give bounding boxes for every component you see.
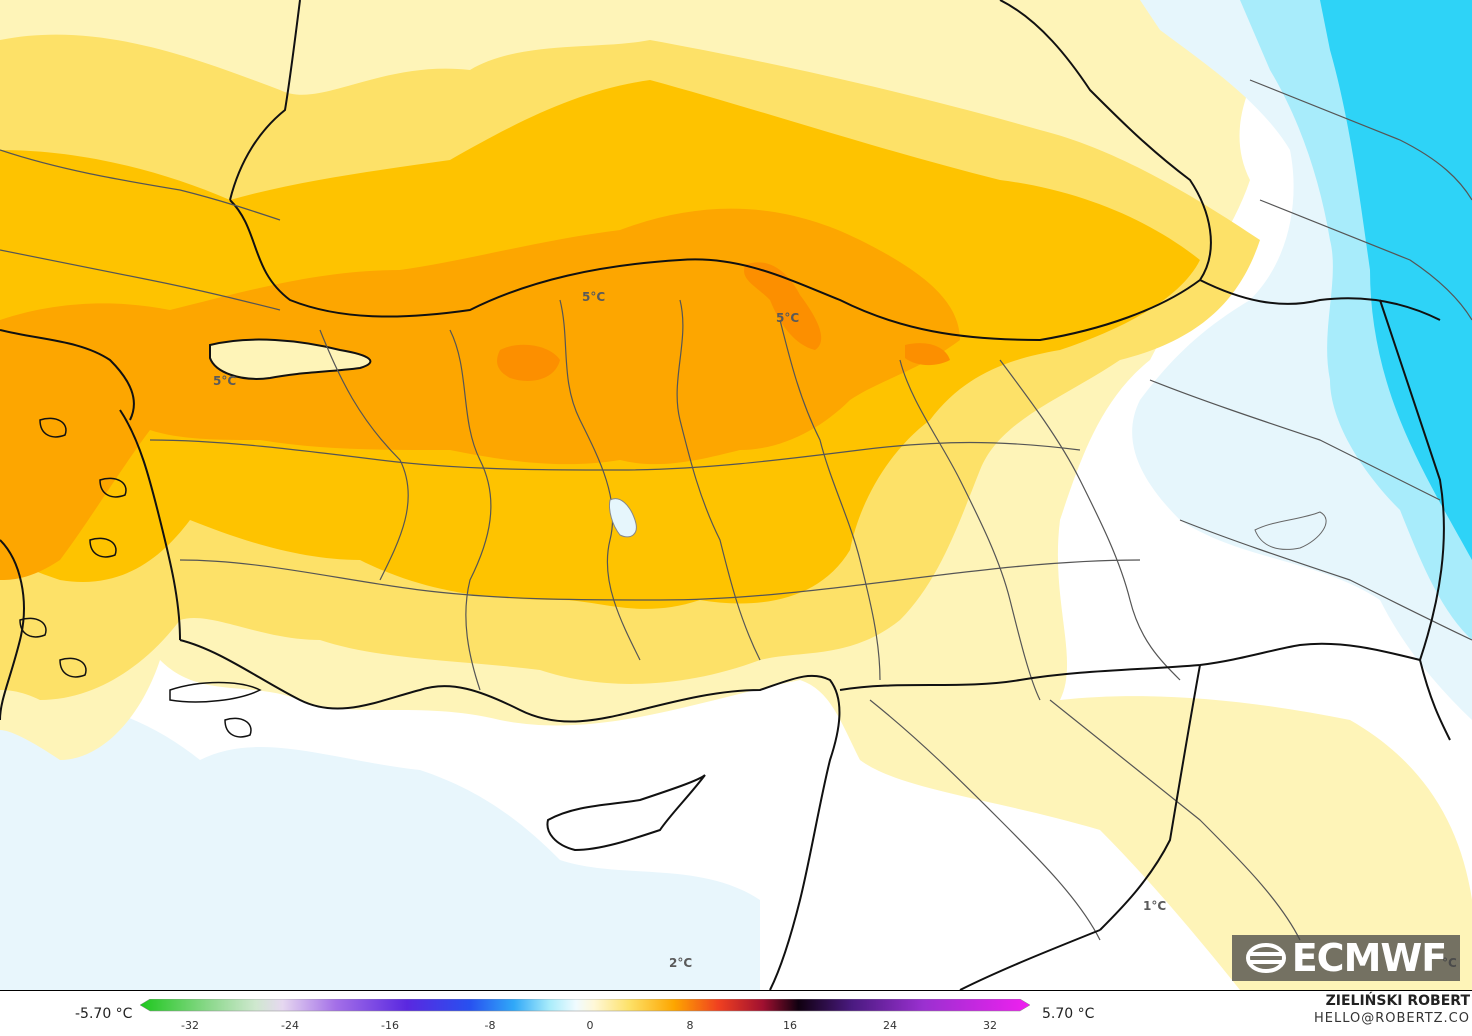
contour-label-2: 5°C bbox=[776, 311, 799, 325]
author-name: ZIELIŃSKI ROBERT bbox=[1325, 993, 1470, 1009]
contour-label-4: 1°C bbox=[1143, 899, 1166, 913]
ecmwf-logo-icon bbox=[1245, 943, 1286, 973]
cool-anomaly-mediterranean bbox=[0, 698, 760, 990]
aegean-coast bbox=[119, 409, 181, 641]
colorbar-tick-label: 32 bbox=[983, 1019, 997, 1032]
colorbar-tick-label: -16 bbox=[381, 1019, 399, 1032]
colorbar-ticks: -32 -24 -16 -8 0 8 16 24 32 bbox=[181, 1019, 997, 1032]
colorbar-tick-label: 24 bbox=[883, 1019, 897, 1032]
colorbar-gradient bbox=[140, 999, 1031, 1012]
colorbar: -32 -24 -16 -8 0 8 16 24 32 bbox=[140, 999, 1031, 1032]
ecmwf-logo: ECMWF bbox=[1232, 935, 1460, 981]
greece-coast bbox=[0, 539, 25, 721]
aegean-islands bbox=[19, 417, 262, 738]
lake-van bbox=[1254, 511, 1327, 550]
author-email: HELLO@ROBERTZ.CO bbox=[1313, 1011, 1470, 1026]
contour-label-3: 5°C bbox=[213, 374, 236, 388]
province-borders bbox=[0, 79, 1472, 941]
country-borders bbox=[839, 279, 1451, 990]
cyprus-island bbox=[546, 774, 706, 852]
colorbar-tick-label: -32 bbox=[181, 1019, 199, 1032]
very-warm-area bbox=[0, 208, 960, 581]
thrace-coast bbox=[0, 329, 135, 421]
legend-max-label: 5.70 °C bbox=[1042, 1006, 1095, 1022]
cold-area-east bbox=[1320, 0, 1472, 560]
color-legend: -5.70 °C bbox=[0, 990, 1472, 1036]
hotspot-1 bbox=[497, 344, 560, 381]
colorbar-tick-label: 8 bbox=[687, 1019, 694, 1032]
hotspot-2 bbox=[744, 262, 822, 350]
colorbar-tick-label: -8 bbox=[485, 1019, 496, 1032]
black-sea-coast bbox=[229, 0, 1212, 342]
contour-label-5: 2°C bbox=[669, 956, 692, 970]
lake-tuz bbox=[609, 498, 637, 538]
ecmwf-logo-text: ECMWF bbox=[1291, 936, 1448, 980]
author-credit: ZIELIŃSKI ROBERT HELLO@ROBERTZ.CO bbox=[1314, 992, 1470, 1028]
colorbar-tick-label: -24 bbox=[281, 1019, 299, 1032]
map-canvas: 5°C 5°C 5°C 1°C 2°C °C bbox=[0, 0, 1472, 990]
temperature-anomaly-map: 5°C 5°C 5°C 1°C 2°C °C ECMWF bbox=[0, 0, 1472, 990]
black-sea-west-coast bbox=[229, 0, 301, 201]
colorbar-tick-label: 0 bbox=[587, 1019, 594, 1032]
contour-label-1: 5°C bbox=[582, 290, 605, 304]
hotspot-3 bbox=[905, 343, 950, 366]
marmara-sea bbox=[209, 338, 372, 380]
turkey-south-coast bbox=[179, 639, 841, 990]
legend-min-label: -5.70 °C bbox=[75, 1006, 133, 1022]
colorbar-tick-label: 16 bbox=[783, 1019, 797, 1032]
